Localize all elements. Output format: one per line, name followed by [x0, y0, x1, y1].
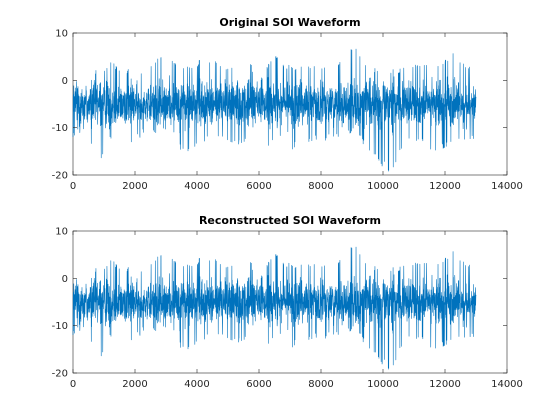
- waveform-area-reconstructed: [72, 246, 477, 370]
- x-tick-label: 8000: [308, 181, 333, 192]
- ticks-original: 0 2000 4000 6000 8000 10000 12000 14000 10 0 -10 -2…: [52, 29, 523, 193]
- y-tick-label: -20: [52, 369, 68, 380]
- x-tick-label: 4000: [184, 379, 209, 390]
- series-line-original: [72, 48, 477, 172]
- subplot-original: Original SOI Waveform 0 2000 4000 6000 8000 1…: [52, 16, 523, 192]
- y-tick-label: 10: [55, 227, 68, 238]
- x-tick-label: 2000: [122, 379, 147, 390]
- y-tick-label: -10: [52, 321, 68, 332]
- y-tick-label: -10: [52, 123, 68, 134]
- y-tick-label: 0: [62, 76, 68, 87]
- subplot-reconstructed: Reconstructed SOI Waveform 0 2000 4000 6000…: [52, 214, 523, 390]
- x-tick-label: 8000: [308, 379, 333, 390]
- x-tick-label: 2000: [122, 181, 147, 192]
- ticks-reconstructed: 0 2000 4000 6000 8000 10000 12000 14000 10 0 -10 -2…: [52, 227, 523, 391]
- x-tick-label: 6000: [246, 181, 271, 192]
- chart-title-original: Original SOI Waveform: [219, 16, 360, 29]
- x-tick-label: 6000: [246, 379, 271, 390]
- y-tick-label: 10: [55, 29, 68, 40]
- x-tick-label: 0: [70, 379, 76, 390]
- chart-title-reconstructed: Reconstructed SOI Waveform: [199, 214, 381, 227]
- y-tick-label: -20: [52, 171, 68, 182]
- x-tick-label: 12000: [429, 379, 461, 390]
- x-tick-label: 12000: [429, 181, 461, 192]
- x-tick-label: 0: [70, 181, 76, 192]
- x-tick-label: 10000: [367, 181, 399, 192]
- waveform-area-original: [72, 48, 477, 172]
- x-tick-label: 14000: [491, 181, 523, 192]
- series-line-reconstructed: [72, 246, 477, 370]
- x-tick-label: 14000: [491, 379, 523, 390]
- y-tick-label: 0: [62, 274, 68, 285]
- x-tick-label: 10000: [367, 379, 399, 390]
- x-tick-label: 4000: [184, 181, 209, 192]
